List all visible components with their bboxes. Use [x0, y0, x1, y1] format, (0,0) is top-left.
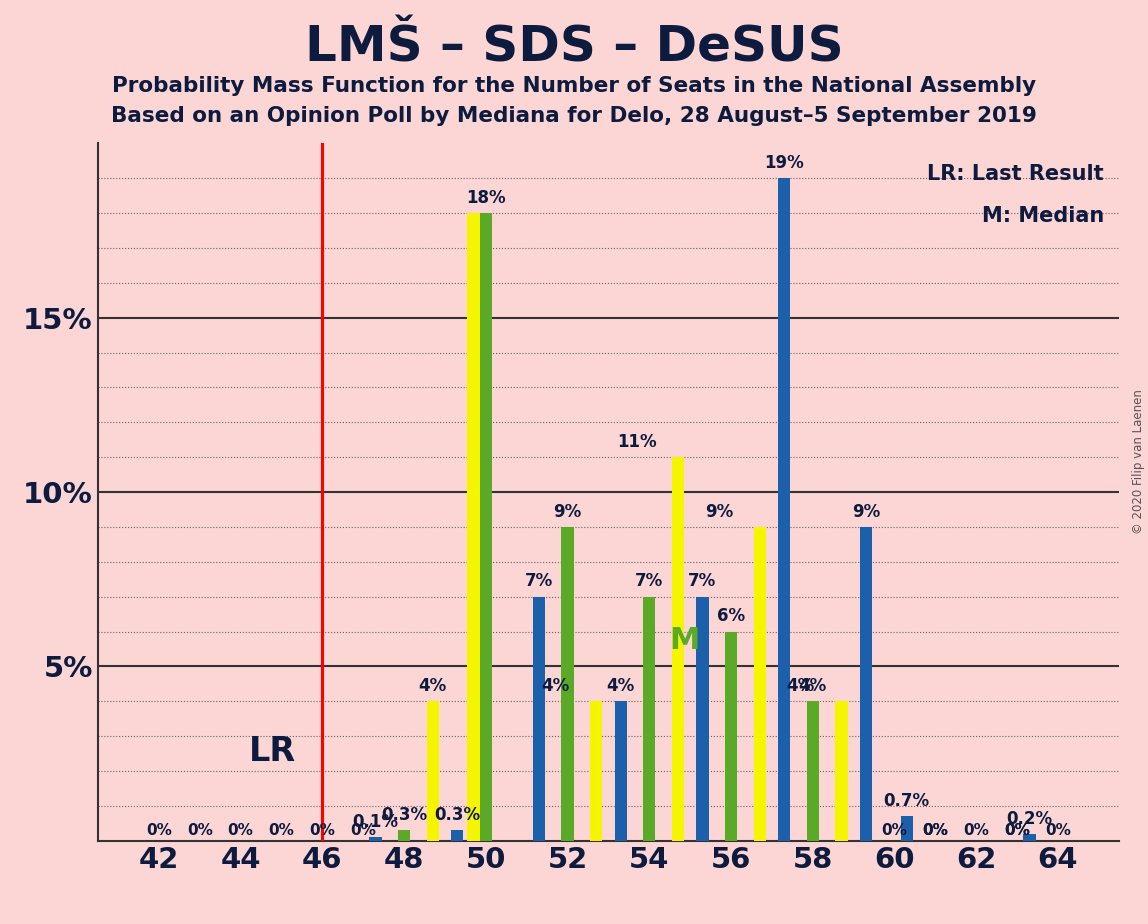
- Text: Probability Mass Function for the Number of Seats in the National Assembly: Probability Mass Function for the Number…: [113, 76, 1035, 96]
- Bar: [643, 597, 656, 841]
- Text: 4%: 4%: [786, 677, 815, 695]
- Text: LMŠ – SDS – DeSUS: LMŠ – SDS – DeSUS: [304, 23, 844, 71]
- Text: 0%: 0%: [227, 823, 254, 838]
- Text: 0%: 0%: [882, 823, 907, 838]
- Text: 0.7%: 0.7%: [884, 792, 930, 810]
- Text: 9%: 9%: [705, 503, 732, 520]
- Text: 4%: 4%: [419, 677, 447, 695]
- Bar: [724, 632, 737, 841]
- Text: 4%: 4%: [606, 677, 635, 695]
- Text: 0%: 0%: [350, 823, 377, 838]
- Bar: [427, 701, 439, 841]
- Text: 0.1%: 0.1%: [352, 813, 398, 831]
- Text: 7%: 7%: [635, 572, 664, 590]
- Text: M: M: [669, 626, 699, 655]
- Bar: [901, 817, 913, 841]
- Bar: [480, 213, 492, 841]
- Text: M: Median: M: Median: [982, 206, 1104, 226]
- Text: 0%: 0%: [923, 823, 948, 838]
- Text: 7%: 7%: [689, 572, 716, 590]
- Bar: [1023, 833, 1035, 841]
- Text: 0%: 0%: [269, 823, 294, 838]
- Text: 0%: 0%: [1004, 823, 1030, 838]
- Text: 4%: 4%: [799, 677, 827, 695]
- Bar: [614, 701, 627, 841]
- Text: 6%: 6%: [718, 607, 745, 626]
- Bar: [370, 837, 381, 841]
- Bar: [533, 597, 545, 841]
- Bar: [778, 178, 790, 841]
- Bar: [753, 527, 766, 841]
- Text: 0%: 0%: [1045, 823, 1071, 838]
- Text: 7%: 7%: [525, 572, 553, 590]
- Bar: [561, 527, 574, 841]
- Bar: [672, 457, 684, 841]
- Text: Based on an Opinion Poll by Mediana for Delo, 28 August–5 September 2019: Based on an Opinion Poll by Mediana for …: [111, 106, 1037, 127]
- Text: 9%: 9%: [553, 503, 582, 520]
- Bar: [697, 597, 708, 841]
- Text: 19%: 19%: [765, 153, 804, 172]
- Text: 0%: 0%: [310, 823, 335, 838]
- Text: 0%: 0%: [146, 823, 172, 838]
- Text: 0%: 0%: [963, 823, 990, 838]
- Text: 0.3%: 0.3%: [434, 806, 480, 824]
- Bar: [451, 831, 464, 841]
- Text: LR: LR: [249, 735, 296, 768]
- Text: 18%: 18%: [466, 188, 505, 207]
- Bar: [398, 831, 410, 841]
- Bar: [467, 213, 480, 841]
- Text: 0%: 0%: [1004, 823, 1030, 838]
- Bar: [860, 527, 872, 841]
- Bar: [836, 701, 847, 841]
- Bar: [807, 701, 819, 841]
- Text: 0.2%: 0.2%: [1007, 809, 1053, 828]
- Text: © 2020 Filip van Laenen: © 2020 Filip van Laenen: [1132, 390, 1146, 534]
- Text: 4%: 4%: [541, 677, 569, 695]
- Bar: [590, 701, 603, 841]
- Text: 0.3%: 0.3%: [381, 806, 427, 824]
- Text: 0%: 0%: [187, 823, 212, 838]
- Text: LR: Last Result: LR: Last Result: [928, 164, 1104, 184]
- Text: 9%: 9%: [852, 503, 881, 520]
- Text: 0%: 0%: [923, 823, 948, 838]
- Text: 11%: 11%: [618, 432, 657, 451]
